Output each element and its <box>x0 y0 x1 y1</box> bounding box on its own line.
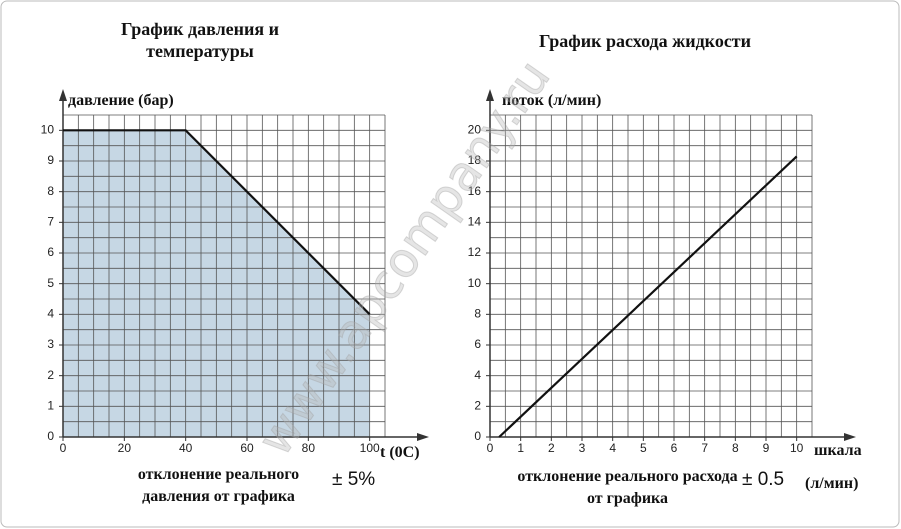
x-tick-label: 8 <box>732 441 739 455</box>
x-tick-label: 0 <box>60 441 67 455</box>
axis-arrow <box>417 433 429 441</box>
tolerance-unit: (л/мин) <box>805 475 859 492</box>
line <box>498 155 798 438</box>
y-tick-label: 18 <box>468 153 482 167</box>
y-tick-label: 10 <box>41 123 55 137</box>
y-tick-label: 6 <box>47 245 54 259</box>
tolerance: ± 0.5 <box>742 469 785 490</box>
note: отклонение реального расхода от графика <box>517 468 738 507</box>
y-tick-label: 10 <box>468 276 482 290</box>
y-tick-label: 8 <box>47 184 54 198</box>
y-tick-label: 7 <box>47 215 54 229</box>
y-tick-label: 5 <box>47 276 54 290</box>
x-tick-label: 9 <box>763 441 770 455</box>
y-tick-label: 0 <box>47 429 54 443</box>
y-tick-label: 1 <box>47 399 54 413</box>
y-tick-label: 6 <box>474 337 481 351</box>
y-tick-label: 9 <box>47 153 54 167</box>
axis-arrow <box>844 433 856 441</box>
x-tick-label: 100 <box>360 441 380 455</box>
y-tick-label: 3 <box>47 337 54 351</box>
x-tick-label: 2 <box>548 441 555 455</box>
x-tick-label: 60 <box>240 441 254 455</box>
y-tick-label: 4 <box>474 368 481 382</box>
y-tick-label: 2 <box>474 399 481 413</box>
x-axis-label: t (0C) <box>380 444 420 461</box>
x-tick-label: 10 <box>790 441 804 455</box>
y-tick-label: 14 <box>468 215 482 229</box>
x-tick-label: 3 <box>579 441 586 455</box>
y-tick-label: 20 <box>468 123 482 137</box>
y-axis-label: поток (л/мин) <box>502 92 602 109</box>
y-tick-label: 0 <box>474 429 481 443</box>
axis-arrow <box>486 89 494 101</box>
y-tick-label: 16 <box>468 184 482 198</box>
x-tick-label: 80 <box>302 441 316 455</box>
note: отклонение реального давления от графика <box>137 466 300 505</box>
x-tick-label: 7 <box>701 441 708 455</box>
x-tick-label: 0 <box>487 441 494 455</box>
x-tick-label: 5 <box>640 441 647 455</box>
y-tick-label: 8 <box>474 307 481 321</box>
y-tick-label: 4 <box>47 307 54 321</box>
x-tick-label: 6 <box>671 441 678 455</box>
x-tick-label: 40 <box>179 441 193 455</box>
chart-title: График расхода жидкости <box>538 31 752 51</box>
chart-title: График давления и температуры <box>120 19 280 61</box>
x-tick-label: 1 <box>517 441 524 455</box>
x-tick-label: 4 <box>609 441 616 455</box>
line <box>63 129 371 316</box>
y-tick-label: 2 <box>47 368 54 382</box>
tolerance: ± 5% <box>332 469 376 490</box>
x-tick-label: 20 <box>118 441 132 455</box>
axis-arrow <box>59 89 67 101</box>
x-axis-label: шкала <box>814 442 862 459</box>
y-tick-label: 12 <box>468 245 482 259</box>
y-axis-label: давление (бар) <box>68 92 174 109</box>
